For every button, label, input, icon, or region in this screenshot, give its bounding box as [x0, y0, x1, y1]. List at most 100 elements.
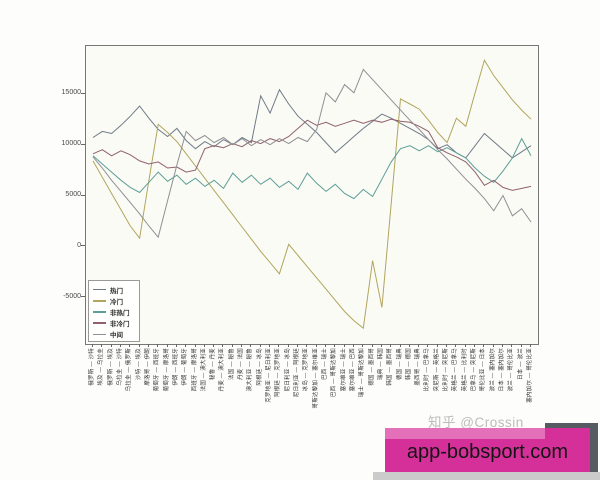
y-tick-mark — [81, 143, 85, 145]
x-tick-mark — [474, 344, 476, 347]
series-line-5 — [92, 68, 532, 239]
x-tick-mark — [157, 344, 159, 347]
x-tick-label: 澳大利亚 — 秘鲁 — [247, 348, 254, 392]
x-tick-label: 西班牙 — 摩洛哥 — [191, 348, 198, 392]
x-tick-label: 埃及 — 乌拉圭 — [98, 348, 105, 386]
x-tick-mark — [138, 344, 140, 347]
series-line-2 — [92, 58, 532, 330]
y-tick-label: 5000 — [65, 191, 81, 198]
x-tick-mark — [119, 344, 121, 347]
y-tick-mark — [81, 245, 85, 247]
x-tick-label: 巴拿马 — 突尼斯 — [471, 348, 478, 392]
x-tick-mark — [408, 344, 410, 347]
x-tick-mark — [175, 344, 177, 347]
x-tick-label: 克罗地亚 — 尼日利亚 — [266, 348, 273, 403]
x-tick-label: 巴西 — 哥斯达黎加 — [331, 348, 338, 398]
x-tick-mark — [362, 344, 364, 347]
x-tick-mark — [203, 344, 205, 347]
x-tick-label: 日本 — 塞内加尔 — [499, 348, 506, 392]
y-tick-mark — [81, 296, 85, 298]
x-tick-mark — [502, 344, 504, 347]
x-tick-mark — [371, 344, 373, 347]
x-tick-mark — [222, 344, 224, 347]
x-tick-label: 哥伦比亚 — 日本 — [480, 348, 487, 392]
x-tick-label: 丹麦 — 法国 — [238, 348, 245, 380]
x-tick-label: 韩国 — 德国 — [405, 348, 412, 380]
legend-line-swatch — [93, 333, 106, 336]
x-tick-label: 塞内加尔 — 哥伦比亚 — [527, 348, 533, 403]
x-tick-label: 秘鲁 — 丹麦 — [210, 348, 217, 380]
x-tick-label: 俄罗斯 — 埃及 — [107, 348, 114, 386]
x-tick-label: 尼日利亚 — 冰岛 — [284, 348, 291, 392]
bottom-edge-strip — [373, 472, 600, 480]
x-tick-label: 德国 — 墨西哥 — [368, 348, 375, 386]
x-tick-mark — [110, 344, 112, 347]
x-tick-mark — [250, 344, 252, 347]
x-tick-mark — [483, 344, 485, 347]
x-tick-label: 俄罗斯 — 沙特 — [89, 348, 95, 386]
legend-line-swatch — [93, 288, 106, 291]
legend-label: 非冷门 — [110, 321, 130, 329]
y-tick-mark — [81, 92, 85, 94]
x-tick-mark — [241, 344, 243, 347]
x-tick-label: 法国 — 澳大利亚 — [200, 348, 207, 392]
y-tick-label: 15000 — [61, 89, 81, 97]
banner-highlight-strip — [385, 428, 545, 439]
x-tick-mark — [352, 344, 354, 347]
x-tick-mark — [418, 344, 420, 347]
x-tick-label: 丹麦 — 澳大利亚 — [219, 348, 226, 392]
x-tick-mark — [315, 344, 317, 347]
x-tick-label: 阿根廷 — 克罗地亚 — [275, 348, 282, 398]
x-tick-mark — [343, 344, 345, 347]
legend-label: 热门 — [110, 287, 123, 295]
x-tick-mark — [520, 344, 522, 347]
x-tick-label: 突尼斯 — 英格兰 — [433, 348, 440, 392]
x-tick-label: 比利时 — 突尼斯 — [443, 348, 450, 392]
x-tick-label: 沙特 — 埃及 — [135, 348, 142, 380]
x-tick-label: 塞尔维亚 — 巴西 — [349, 348, 356, 392]
x-tick-mark — [297, 344, 299, 347]
x-tick-mark — [380, 344, 382, 347]
x-tick-mark — [306, 344, 308, 347]
x-tick-mark — [269, 344, 271, 347]
plot-area — [85, 45, 539, 345]
x-tick-label: 乌拉圭 — 沙特 — [116, 348, 123, 386]
x-tick-label: 阿根廷 — 冰岛 — [256, 348, 263, 386]
x-tick-label: 尼日利亚 — 阿根廷 — [294, 348, 301, 398]
site-banner: app-bobsport.com — [385, 428, 590, 472]
x-tick-mark — [231, 344, 233, 347]
legend-line-swatch — [93, 311, 106, 313]
chart-canvas — [92, 58, 532, 330]
x-tick-label: 墨西哥 — 瑞典 — [415, 348, 422, 386]
x-tick-mark — [324, 344, 326, 347]
y-tick-label: -5000 — [63, 292, 81, 300]
x-tick-mark — [436, 344, 438, 347]
x-tick-mark — [492, 344, 494, 347]
y-tick-label: 0 — [77, 241, 81, 249]
x-tick-label: 巴西 — 瑞士 — [321, 348, 328, 380]
legend-item: 冷门 — [93, 295, 139, 306]
series-line-3 — [92, 137, 532, 200]
x-tick-mark — [166, 344, 168, 347]
x-tick-label: 日本 — 波兰 — [517, 348, 524, 380]
x-tick-label: 葡萄牙 — 摩洛哥 — [163, 348, 170, 392]
legend-item: 中间 — [93, 329, 139, 340]
x-tick-mark — [399, 344, 401, 347]
legend-line-swatch — [93, 300, 106, 302]
x-tick-label: 塞尔维亚 — 瑞士 — [340, 348, 347, 392]
x-tick-mark — [259, 344, 261, 347]
x-tick-label: 韩国 — 墨西哥 — [387, 348, 394, 386]
x-tick-mark — [185, 344, 187, 347]
legend-label: 冷门 — [110, 298, 123, 306]
watermark: 知乎 @Crossin — [428, 415, 524, 430]
x-tick-label: 英格兰 — 比利时 — [461, 348, 468, 392]
x-tick-mark — [334, 344, 336, 347]
x-tick-mark — [287, 344, 289, 347]
legend: 热门 冷门 非热门 非冷门 中间 — [88, 280, 140, 342]
x-tick-mark — [147, 344, 149, 347]
x-tick-label: 伊朗 — 西班牙 — [172, 348, 179, 386]
series-line-4 — [92, 118, 532, 191]
x-tick-mark — [129, 344, 131, 347]
x-tick-label: 波兰 — 塞内加尔 — [489, 348, 496, 392]
